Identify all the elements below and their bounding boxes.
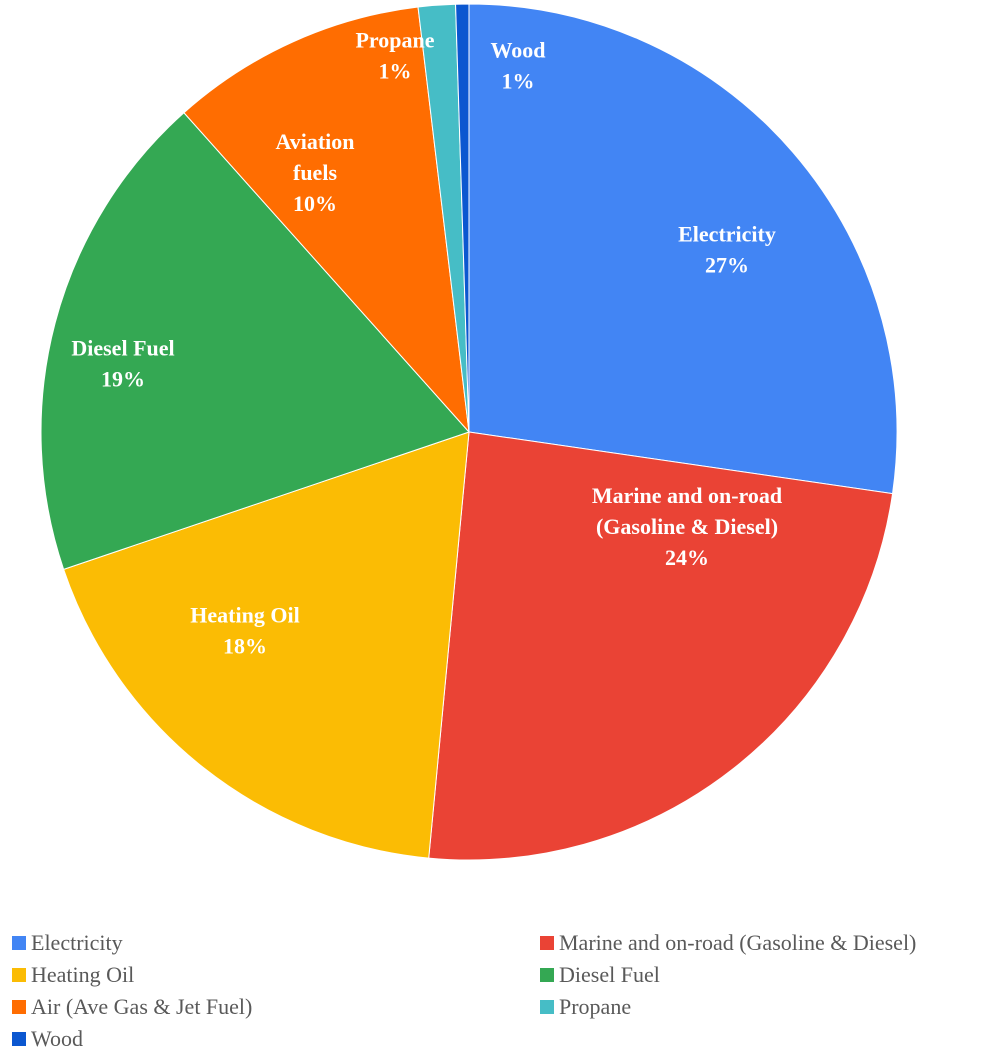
pie-slice-marine-and-on-road-gasoline-diesel bbox=[428, 431, 894, 861]
legend-label: Electricity bbox=[31, 930, 123, 955]
legend-swatch bbox=[12, 1032, 26, 1046]
data-label-heating-oil: Heating Oil 18% bbox=[190, 603, 299, 659]
legend-item-marine-and-on-road-gasoline-diesel: Marine and on-road (Gasoline & Diesel) bbox=[540, 930, 916, 956]
legend-item-air-ave-gas-jet-fuel: Air (Ave Gas & Jet Fuel) bbox=[12, 994, 252, 1020]
legend-item-electricity: Electricity bbox=[12, 930, 123, 956]
data-label-air-ave-gas-jet-fuel: Aviation fuels 10% bbox=[275, 129, 354, 216]
data-label-marine-and-on-road-gasoline-diesel: Marine and on-road (Gasoline & Diesel) 24% bbox=[592, 483, 782, 570]
data-label-propane: Propane 1% bbox=[355, 28, 434, 84]
legend-item-propane: Propane bbox=[540, 994, 631, 1020]
data-label-wood: Wood 1% bbox=[490, 38, 545, 94]
legend-label: Wood bbox=[31, 1026, 84, 1051]
legend-swatch bbox=[540, 1000, 554, 1014]
legend-swatch bbox=[540, 968, 554, 982]
legend-label: Heating Oil bbox=[31, 962, 135, 987]
pie-slice-air-ave-gas-jet-fuel bbox=[183, 6, 470, 434]
data-label-diesel-fuel: Diesel Fuel 19% bbox=[71, 336, 174, 392]
pie-slice-diesel-fuel bbox=[40, 112, 470, 570]
chart-legend: Electricity Marine and on-road (Gasoline … bbox=[0, 930, 998, 1059]
legend-item-diesel-fuel: Diesel Fuel bbox=[540, 962, 660, 988]
legend-label: Air (Ave Gas & Jet Fuel) bbox=[31, 994, 253, 1019]
legend-label: Propane bbox=[559, 994, 632, 1019]
pie-slice-wood bbox=[455, 3, 470, 433]
legend-swatch bbox=[540, 936, 554, 950]
data-label-electricity: Electricity 27% bbox=[678, 222, 776, 278]
pie-slice-heating-oil bbox=[63, 431, 470, 859]
pie-slice-electricity bbox=[468, 3, 898, 495]
pie-chart: Electricity 27% Marine and on-road (Gasolin… bbox=[40, 3, 898, 861]
legend-swatch bbox=[12, 936, 26, 950]
legend-item-heating-oil: Heating Oil bbox=[12, 962, 134, 988]
legend-label: Diesel Fuel bbox=[559, 962, 660, 987]
legend-label: Marine and on-road (Gasoline & Diesel) bbox=[559, 930, 917, 955]
legend-swatch bbox=[12, 968, 26, 982]
legend-item-wood: Wood bbox=[12, 1026, 83, 1052]
legend-swatch bbox=[12, 1000, 26, 1014]
